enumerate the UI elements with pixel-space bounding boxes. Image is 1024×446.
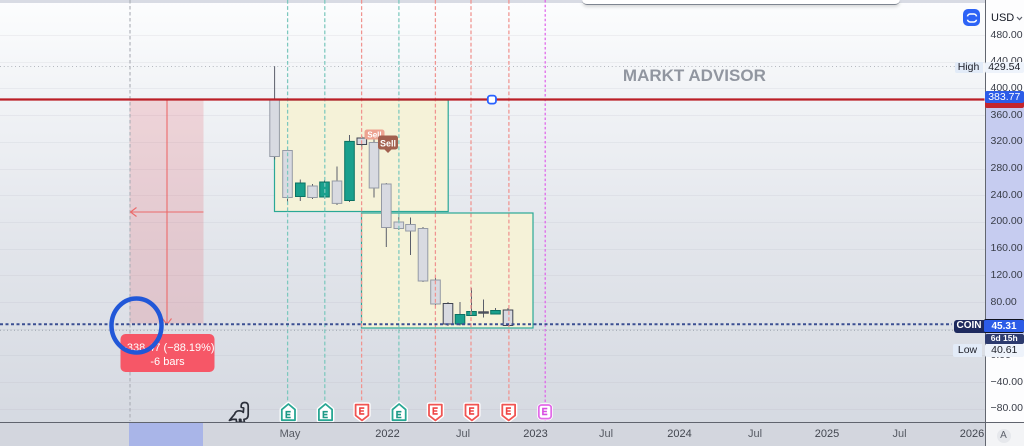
svg-text:Sell: Sell xyxy=(380,139,396,149)
svg-text:-6 bars: -6 bars xyxy=(150,356,185,368)
svg-text:Sell: Sell xyxy=(367,131,381,140)
